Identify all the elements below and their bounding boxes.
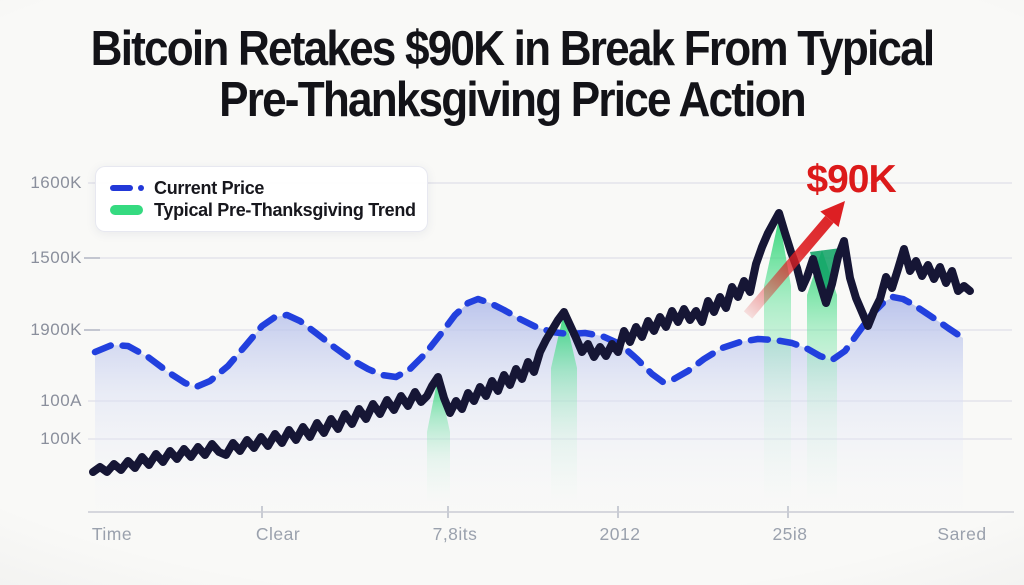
y-axis-label: 100K xyxy=(40,429,82,448)
x-axis-label: 7,8its xyxy=(432,524,478,544)
x-axis-label: 2012 xyxy=(599,524,641,544)
y-axis-label: 100A xyxy=(40,391,82,410)
legend-item-label: Typical Pre-Thanksgiving Trend xyxy=(154,199,416,220)
legend-swatch-icon xyxy=(110,185,133,191)
x-axis-label: Sared xyxy=(937,524,987,544)
x-axis-label: Clear xyxy=(255,524,301,544)
bitcoin-price-line xyxy=(89,209,974,476)
trend-area-fill xyxy=(95,297,963,512)
y-axis-label: 1900K xyxy=(30,320,82,339)
breakout-arrow xyxy=(743,201,845,319)
x-axis-label: 25i8 xyxy=(772,524,808,544)
legend-item: Typical Pre-Thanksgiving Trend xyxy=(110,199,416,221)
y-axis-label: 1500K xyxy=(30,248,82,267)
price-target-label: $90K xyxy=(806,158,896,201)
legend-item-label: Current Price xyxy=(154,177,265,198)
y-axis-label: 1600K xyxy=(30,173,82,192)
legend-swatch-icon xyxy=(110,205,143,215)
title-line-1: Bitcoin Retakes $90K in Break From Typic… xyxy=(90,22,935,76)
blue-dashed-swatch-icon xyxy=(110,185,154,191)
chart-legend: Current Price Typical Pre-Thanksgiving Tr… xyxy=(95,166,428,232)
page-title: Bitcoin Retakes $90K in Break From Typic… xyxy=(0,24,1024,126)
x-axis-ticks xyxy=(261,506,789,518)
legend-item: Current Price xyxy=(110,177,413,199)
title-line-2: Pre-Thanksgiving Price Action xyxy=(219,72,807,127)
legend-swatch-icon xyxy=(138,185,144,191)
green-pill-swatch-icon xyxy=(110,205,154,215)
x-axis-label: Time xyxy=(91,524,133,544)
